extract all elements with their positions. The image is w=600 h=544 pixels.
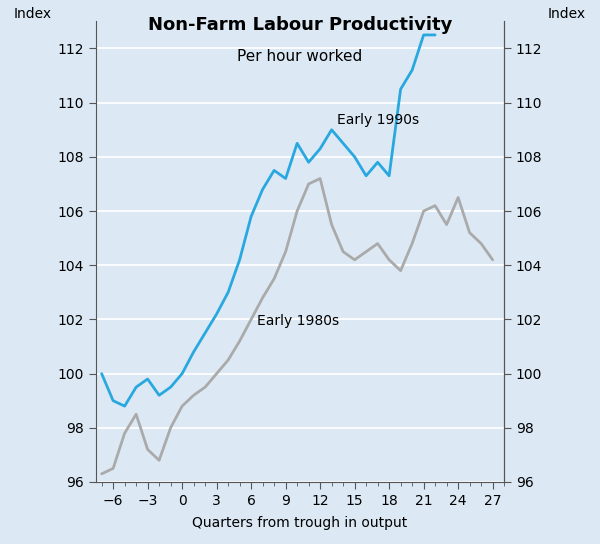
Text: Non-Farm Labour Productivity: Non-Farm Labour Productivity: [148, 16, 452, 34]
Text: Per hour worked: Per hour worked: [238, 49, 362, 64]
Y-axis label: Index: Index: [548, 8, 586, 21]
Text: Early 1980s: Early 1980s: [257, 314, 339, 328]
Y-axis label: Index: Index: [14, 8, 52, 21]
X-axis label: Quarters from trough in output: Quarters from trough in output: [193, 516, 407, 530]
Text: Early 1990s: Early 1990s: [337, 113, 419, 127]
